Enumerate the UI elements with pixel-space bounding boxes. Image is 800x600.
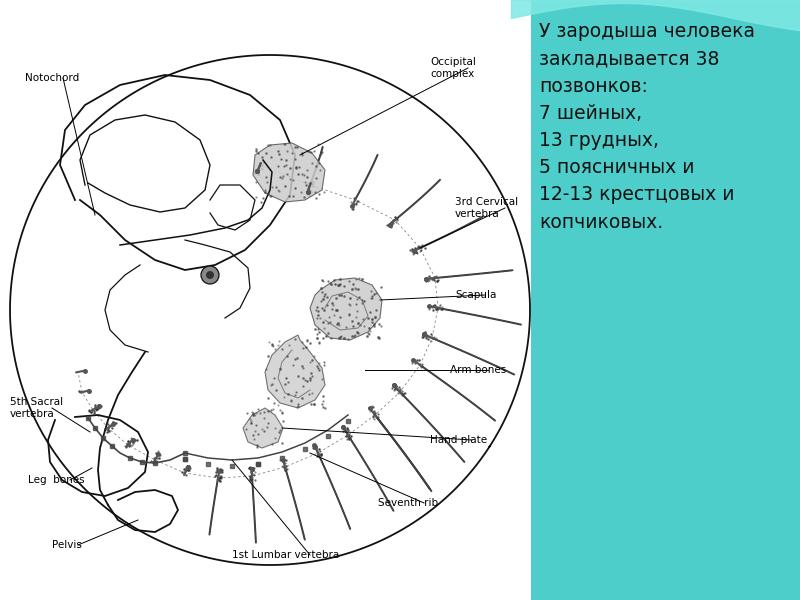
Bar [531, 0, 800, 600]
Text: Leg  bones: Leg bones [28, 475, 85, 485]
Text: 3rd Cervical
vertebra: 3rd Cervical vertebra [455, 197, 518, 219]
Text: Seventh rib: Seventh rib [378, 498, 438, 508]
Text: Notochord: Notochord [25, 73, 79, 83]
Text: Pelvis: Pelvis [52, 540, 82, 550]
Text: Occipital
complex: Occipital complex [430, 57, 476, 79]
Polygon shape [243, 408, 283, 448]
Text: Scapula: Scapula [455, 290, 496, 300]
Text: У зародыша человека
закладывается 38
позвонков:
7 шейных,
13 грудных,
5 поясничн: У зародыша человека закладывается 38 поз… [539, 22, 755, 232]
Text: Hand plate: Hand plate [430, 435, 487, 445]
Polygon shape [253, 143, 325, 202]
Text: 5th Sacral
vertebra: 5th Sacral vertebra [10, 397, 63, 419]
Circle shape [201, 266, 219, 284]
Polygon shape [265, 335, 325, 408]
Polygon shape [310, 278, 382, 340]
Text: Arm bones: Arm bones [450, 365, 506, 375]
Text: 1st Lumbar vertebra: 1st Lumbar vertebra [232, 550, 339, 560]
Circle shape [206, 271, 214, 279]
